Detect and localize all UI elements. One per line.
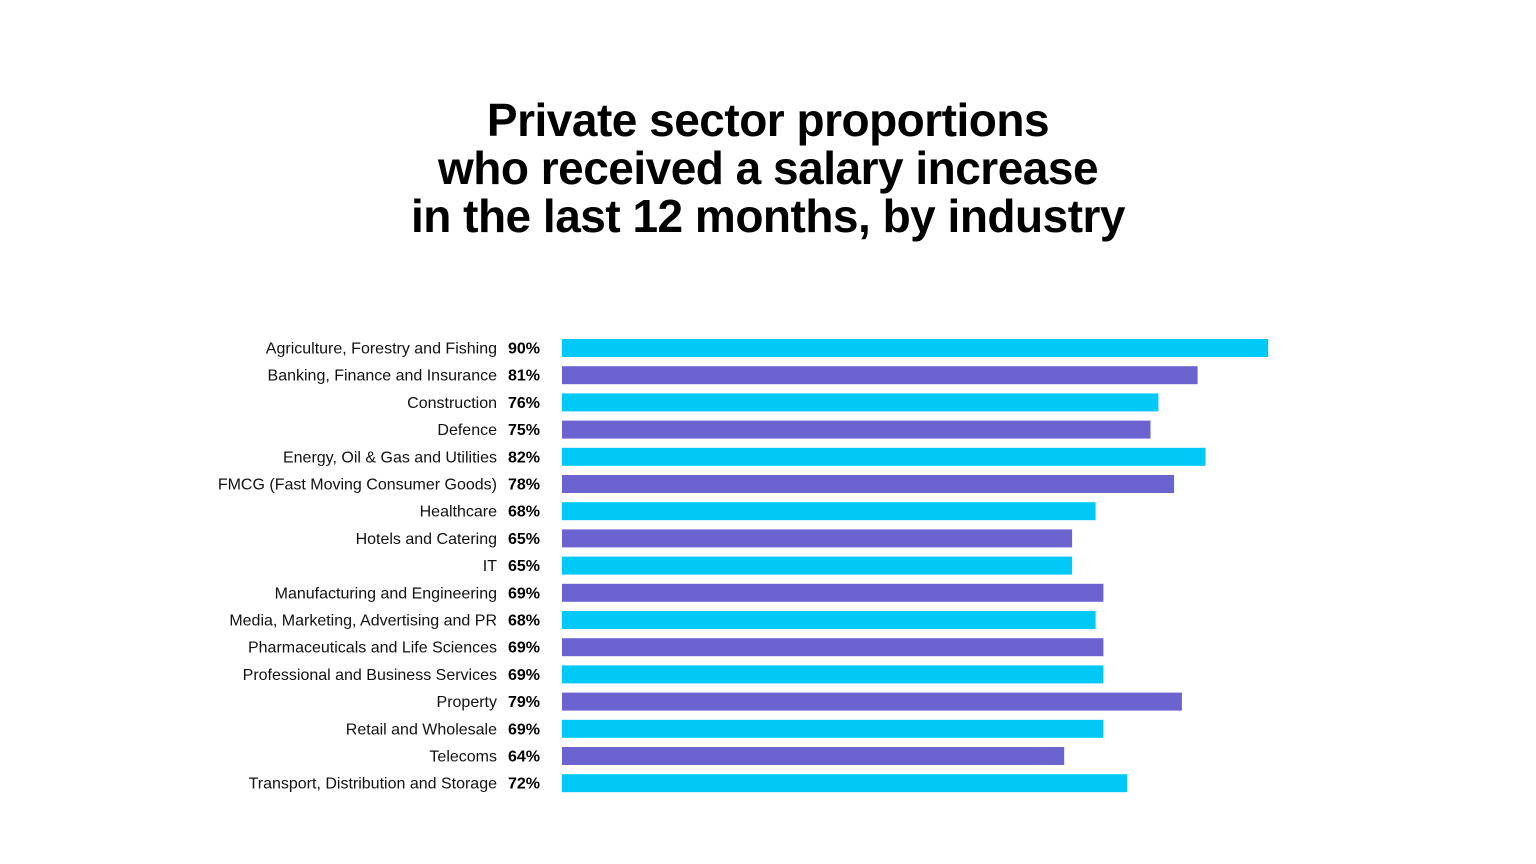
bar <box>562 447 1206 466</box>
bar <box>562 611 1096 629</box>
bar <box>562 339 1269 357</box>
category-label: Manufacturing and Engineering <box>275 585 497 602</box>
bar <box>562 393 1159 412</box>
bar <box>562 420 1151 439</box>
category-label: Energy, Oil & Gas and Utilities <box>283 449 497 466</box>
bar-value-label: 69% <box>508 667 540 684</box>
category-label: Media, Marketing, Advertising and PR <box>229 613 497 630</box>
bar-value-label: 75% <box>508 422 540 439</box>
chart-title-line-2: who received a salary increase <box>437 142 1099 194</box>
category-label: Pharmaceuticals and Life Sciences <box>248 640 497 657</box>
bar-value-label: 65% <box>508 558 540 575</box>
bar-value-label: 65% <box>508 531 540 548</box>
chart-title-line-3: in the last 12 months, by industry <box>410 190 1126 242</box>
category-label: Banking, Finance and Insurance <box>268 368 498 385</box>
bar <box>562 502 1096 521</box>
bar-value-label: 76% <box>508 395 540 412</box>
category-label: Retail and Wholesale <box>346 721 497 738</box>
category-label: Defence <box>437 422 497 439</box>
category-label: Construction <box>407 395 497 412</box>
bar-value-label: 68% <box>508 613 540 630</box>
bar-value-label: 68% <box>508 504 540 521</box>
bar-value-label: 82% <box>508 449 540 466</box>
bar <box>562 719 1104 738</box>
chart-title: Private sector proportions who received … <box>0 96 1536 240</box>
bar <box>562 638 1104 657</box>
bar-value-label: 90% <box>508 341 540 358</box>
bar <box>562 366 1198 385</box>
category-label: Transport, Distribution and Storage <box>249 776 498 793</box>
bar <box>562 583 1104 602</box>
bar-value-label: 69% <box>508 585 540 602</box>
bar <box>562 475 1175 493</box>
bar-value-label: 78% <box>508 477 540 494</box>
category-label: Professional and Business Services <box>243 667 497 684</box>
bar-value-label: 81% <box>508 368 540 385</box>
bar-value-label: 64% <box>508 749 540 766</box>
category-label: Property <box>437 694 497 711</box>
chart-title-line-1: Private sector proportions <box>486 94 1050 146</box>
category-label: IT <box>483 558 497 575</box>
category-label: Healthcare <box>420 504 497 521</box>
bar <box>562 556 1073 575</box>
bar <box>562 692 1182 711</box>
bar <box>562 774 1127 793</box>
bar-value-label: 72% <box>508 776 540 793</box>
bar <box>562 747 1065 765</box>
bar-value-label: 69% <box>508 640 540 657</box>
category-label: FMCG (Fast Moving Consumer Goods) <box>218 477 497 494</box>
bar <box>562 665 1104 684</box>
category-label: Agriculture, Forestry and Fishing <box>266 341 497 358</box>
category-label: Hotels and Catering <box>356 531 497 548</box>
bar-value-label: 79% <box>508 694 540 711</box>
category-label: Telecoms <box>429 749 497 766</box>
bar-value-label: 69% <box>508 721 540 738</box>
bar <box>562 529 1073 548</box>
